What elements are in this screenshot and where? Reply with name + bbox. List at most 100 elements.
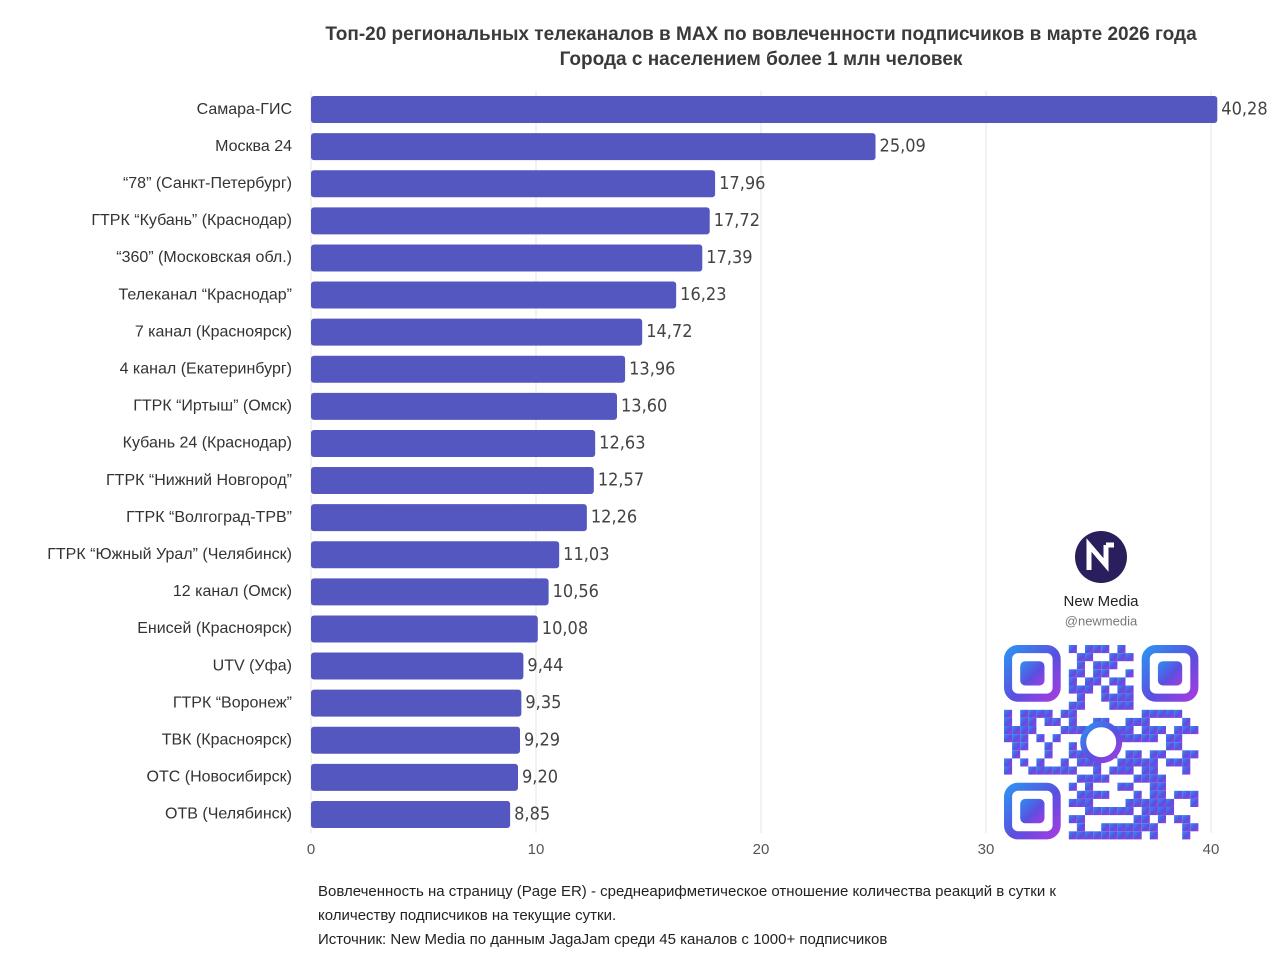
qr-module (1149, 774, 1158, 783)
qr-module (1182, 815, 1191, 824)
qr-module (1174, 742, 1183, 751)
bar (311, 318, 643, 346)
qr-module (1166, 807, 1175, 816)
qr-module (1085, 798, 1094, 807)
qr-module (1157, 750, 1166, 759)
qr-module (1076, 693, 1085, 702)
bar (311, 244, 703, 272)
qr-module (1190, 726, 1199, 735)
x-tick-label: 40 (1203, 841, 1220, 858)
bar (311, 800, 511, 828)
value-label: 12,57 (598, 470, 644, 491)
qr-module (1125, 701, 1134, 710)
qr-module (1076, 815, 1085, 824)
qr-module (1149, 831, 1158, 840)
qr-module (1133, 758, 1142, 767)
qr-module (1068, 701, 1077, 710)
qr-module (1044, 750, 1053, 759)
qr-module (1157, 815, 1166, 824)
qr-module (1076, 750, 1085, 759)
footnote-line: количеству подписчиков на текущие сутки. (318, 907, 616, 924)
qr-module (1012, 734, 1021, 743)
qr-module (1117, 685, 1126, 694)
qr-module (1133, 750, 1142, 759)
value-label: 10,56 (553, 581, 599, 602)
qr-module (1085, 685, 1094, 694)
qr-module (1141, 717, 1150, 726)
qr-module (1117, 726, 1126, 735)
qr-module (1125, 734, 1134, 743)
qr-module (1157, 790, 1166, 799)
qr-module (1068, 726, 1077, 735)
bar (311, 281, 677, 309)
qr-module (1157, 807, 1166, 816)
qr-module (1012, 742, 1021, 751)
bar (311, 615, 538, 643)
bar (311, 96, 1218, 124)
qr-module (1133, 831, 1142, 840)
qr-module (1125, 750, 1134, 759)
qr-module (1149, 766, 1158, 775)
qr-module (1028, 709, 1037, 718)
bar (311, 207, 710, 235)
qr-module (1125, 726, 1134, 735)
qr-module (1190, 798, 1199, 807)
qr-module (1044, 717, 1053, 726)
y-tick-label: ОТС (Новосибирск) (147, 769, 292, 786)
qr-module (1068, 831, 1077, 840)
qr-module (1149, 750, 1158, 759)
qr-module (1117, 758, 1126, 767)
y-tick-label: 7 канал (Красноярск) (135, 323, 292, 340)
y-tick-label: “360” (Московская обл.) (116, 249, 292, 266)
qr-module (1109, 661, 1118, 670)
brand-logo-mark (1086, 538, 1114, 572)
qr-module (1125, 831, 1134, 840)
qr-module (1068, 645, 1077, 654)
bar (311, 355, 626, 383)
qr-module (1117, 766, 1126, 775)
qr-module (1125, 798, 1134, 807)
qr-finder-core (1157, 661, 1183, 686)
qr-module (1166, 742, 1175, 751)
qr-module (1109, 831, 1118, 840)
qr-module (1044, 709, 1053, 718)
qr-module (1117, 701, 1126, 710)
qr-finder (1003, 782, 1061, 840)
value-label: 14,72 (646, 321, 692, 342)
qr-module (1093, 677, 1102, 686)
qr-module (1149, 790, 1158, 799)
qr-module (1076, 774, 1085, 783)
qr-module (1028, 726, 1037, 735)
qr-module (1004, 734, 1013, 743)
x-tick-label: 10 (528, 841, 545, 858)
bars: Самара-ГИС 40,28 Москва 24 25,09 “78” (Санкт… (47, 96, 1268, 828)
qr-module (1004, 758, 1013, 767)
qr-module (1052, 766, 1061, 775)
qr-module (1117, 782, 1126, 791)
qr-module (1060, 758, 1069, 767)
qr-module (1101, 645, 1110, 654)
value-label: 17,39 (706, 247, 752, 268)
y-tick-label: Самара-ГИС (197, 101, 292, 118)
y-tick-label: ГТРК “Иртыш” (Омск) (133, 398, 292, 415)
qr-module (1101, 669, 1110, 678)
qr-module (1068, 766, 1077, 775)
qr-module (1068, 669, 1077, 678)
qr-module (1109, 766, 1118, 775)
qr-module (1141, 774, 1150, 783)
y-tick-label: ТВК (Красноярск) (162, 731, 292, 748)
qr-module (1117, 677, 1126, 686)
qr-module (1020, 734, 1029, 743)
qr-module (1036, 734, 1045, 743)
qr-module (1093, 807, 1102, 816)
qr-module (1141, 709, 1150, 718)
qr-module (1036, 766, 1045, 775)
qr-module (1141, 758, 1150, 767)
bar (311, 504, 587, 532)
qr-finder-core (1020, 798, 1045, 824)
qr-module (1117, 645, 1126, 654)
qr-module (1117, 653, 1126, 662)
brand-name: New Media (1063, 593, 1139, 610)
value-label: 11,03 (563, 544, 609, 565)
